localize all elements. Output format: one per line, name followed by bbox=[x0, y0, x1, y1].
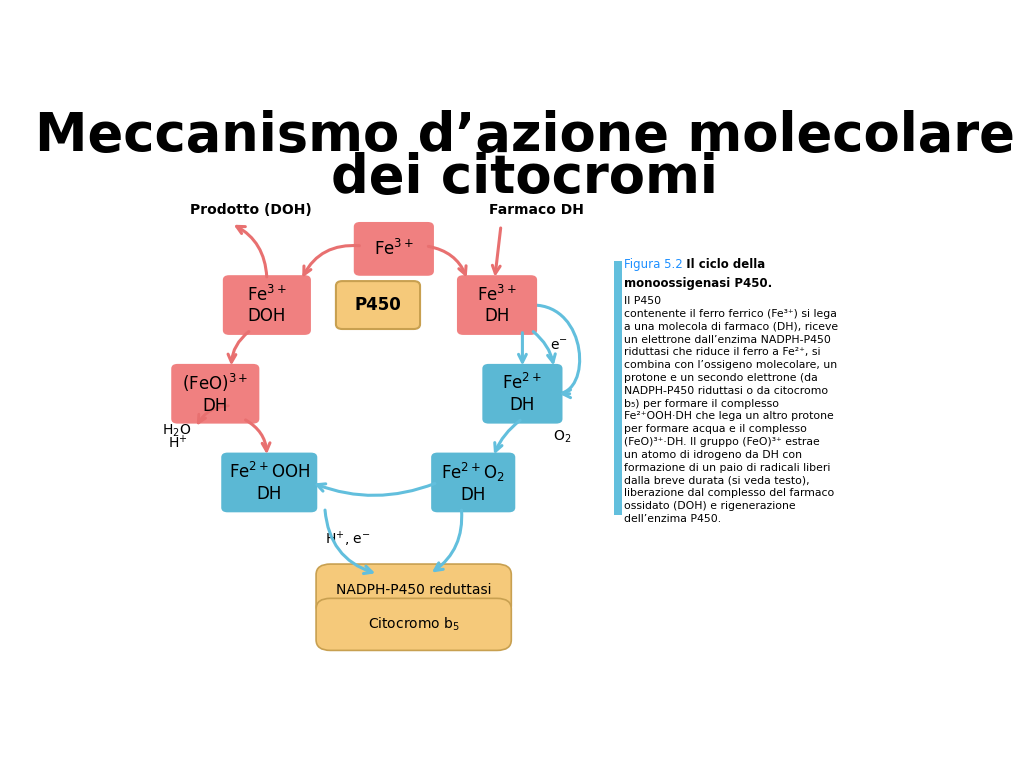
Text: Farmaco DH: Farmaco DH bbox=[489, 204, 584, 217]
FancyBboxPatch shape bbox=[221, 452, 317, 512]
FancyBboxPatch shape bbox=[613, 260, 622, 515]
Text: Fe$^{2+}$
DH: Fe$^{2+}$ DH bbox=[503, 373, 543, 414]
FancyBboxPatch shape bbox=[431, 452, 515, 512]
Text: Il ciclo della: Il ciclo della bbox=[678, 258, 765, 271]
Text: Prodotto (DOH): Prodotto (DOH) bbox=[189, 204, 311, 217]
Text: Fe$^{2+}$O$_2$
DH: Fe$^{2+}$O$_2$ DH bbox=[441, 461, 505, 505]
Text: P450: P450 bbox=[354, 296, 401, 314]
FancyBboxPatch shape bbox=[316, 564, 511, 616]
Text: Citocromo b$_5$: Citocromo b$_5$ bbox=[368, 616, 460, 633]
Text: NADPH-P450 reduttasi: NADPH-P450 reduttasi bbox=[336, 583, 492, 597]
Text: (FeO)$^{3+}$
DH: (FeO)$^{3+}$ DH bbox=[182, 372, 249, 415]
Text: Fe$^{2+}$OOH
DH: Fe$^{2+}$OOH DH bbox=[228, 462, 310, 503]
Text: dei citocromi: dei citocromi bbox=[332, 153, 718, 204]
Text: Figura 5.2: Figura 5.2 bbox=[624, 258, 683, 271]
FancyBboxPatch shape bbox=[336, 281, 420, 329]
FancyBboxPatch shape bbox=[482, 364, 562, 424]
FancyBboxPatch shape bbox=[353, 222, 434, 276]
Text: Il P450
contenente il ferro ferrico (Fe³⁺) si lega
a una molecola di farmaco (DH: Il P450 contenente il ferro ferrico (Fe³… bbox=[624, 296, 838, 524]
FancyBboxPatch shape bbox=[171, 364, 259, 424]
FancyBboxPatch shape bbox=[316, 598, 511, 650]
Text: Fe$^{3+}$
DOH: Fe$^{3+}$ DOH bbox=[247, 285, 287, 326]
Text: e$^{-}$: e$^{-}$ bbox=[550, 338, 568, 353]
Text: Fe$^{3+}$
DH: Fe$^{3+}$ DH bbox=[477, 285, 517, 326]
Text: H$_2$O: H$_2$O bbox=[162, 422, 191, 439]
Text: Meccanismo d’azione molecolare: Meccanismo d’azione molecolare bbox=[35, 110, 1015, 162]
Text: H$^{+}$, e$^{-}$: H$^{+}$, e$^{-}$ bbox=[325, 530, 371, 549]
Text: O$_2$: O$_2$ bbox=[553, 428, 570, 445]
Text: monoossigenasi P450.: monoossigenasi P450. bbox=[624, 277, 772, 290]
Text: Fe$^{3+}$: Fe$^{3+}$ bbox=[374, 239, 414, 259]
FancyBboxPatch shape bbox=[223, 275, 311, 335]
Text: H$^{+}$: H$^{+}$ bbox=[168, 434, 187, 451]
FancyBboxPatch shape bbox=[457, 275, 538, 335]
